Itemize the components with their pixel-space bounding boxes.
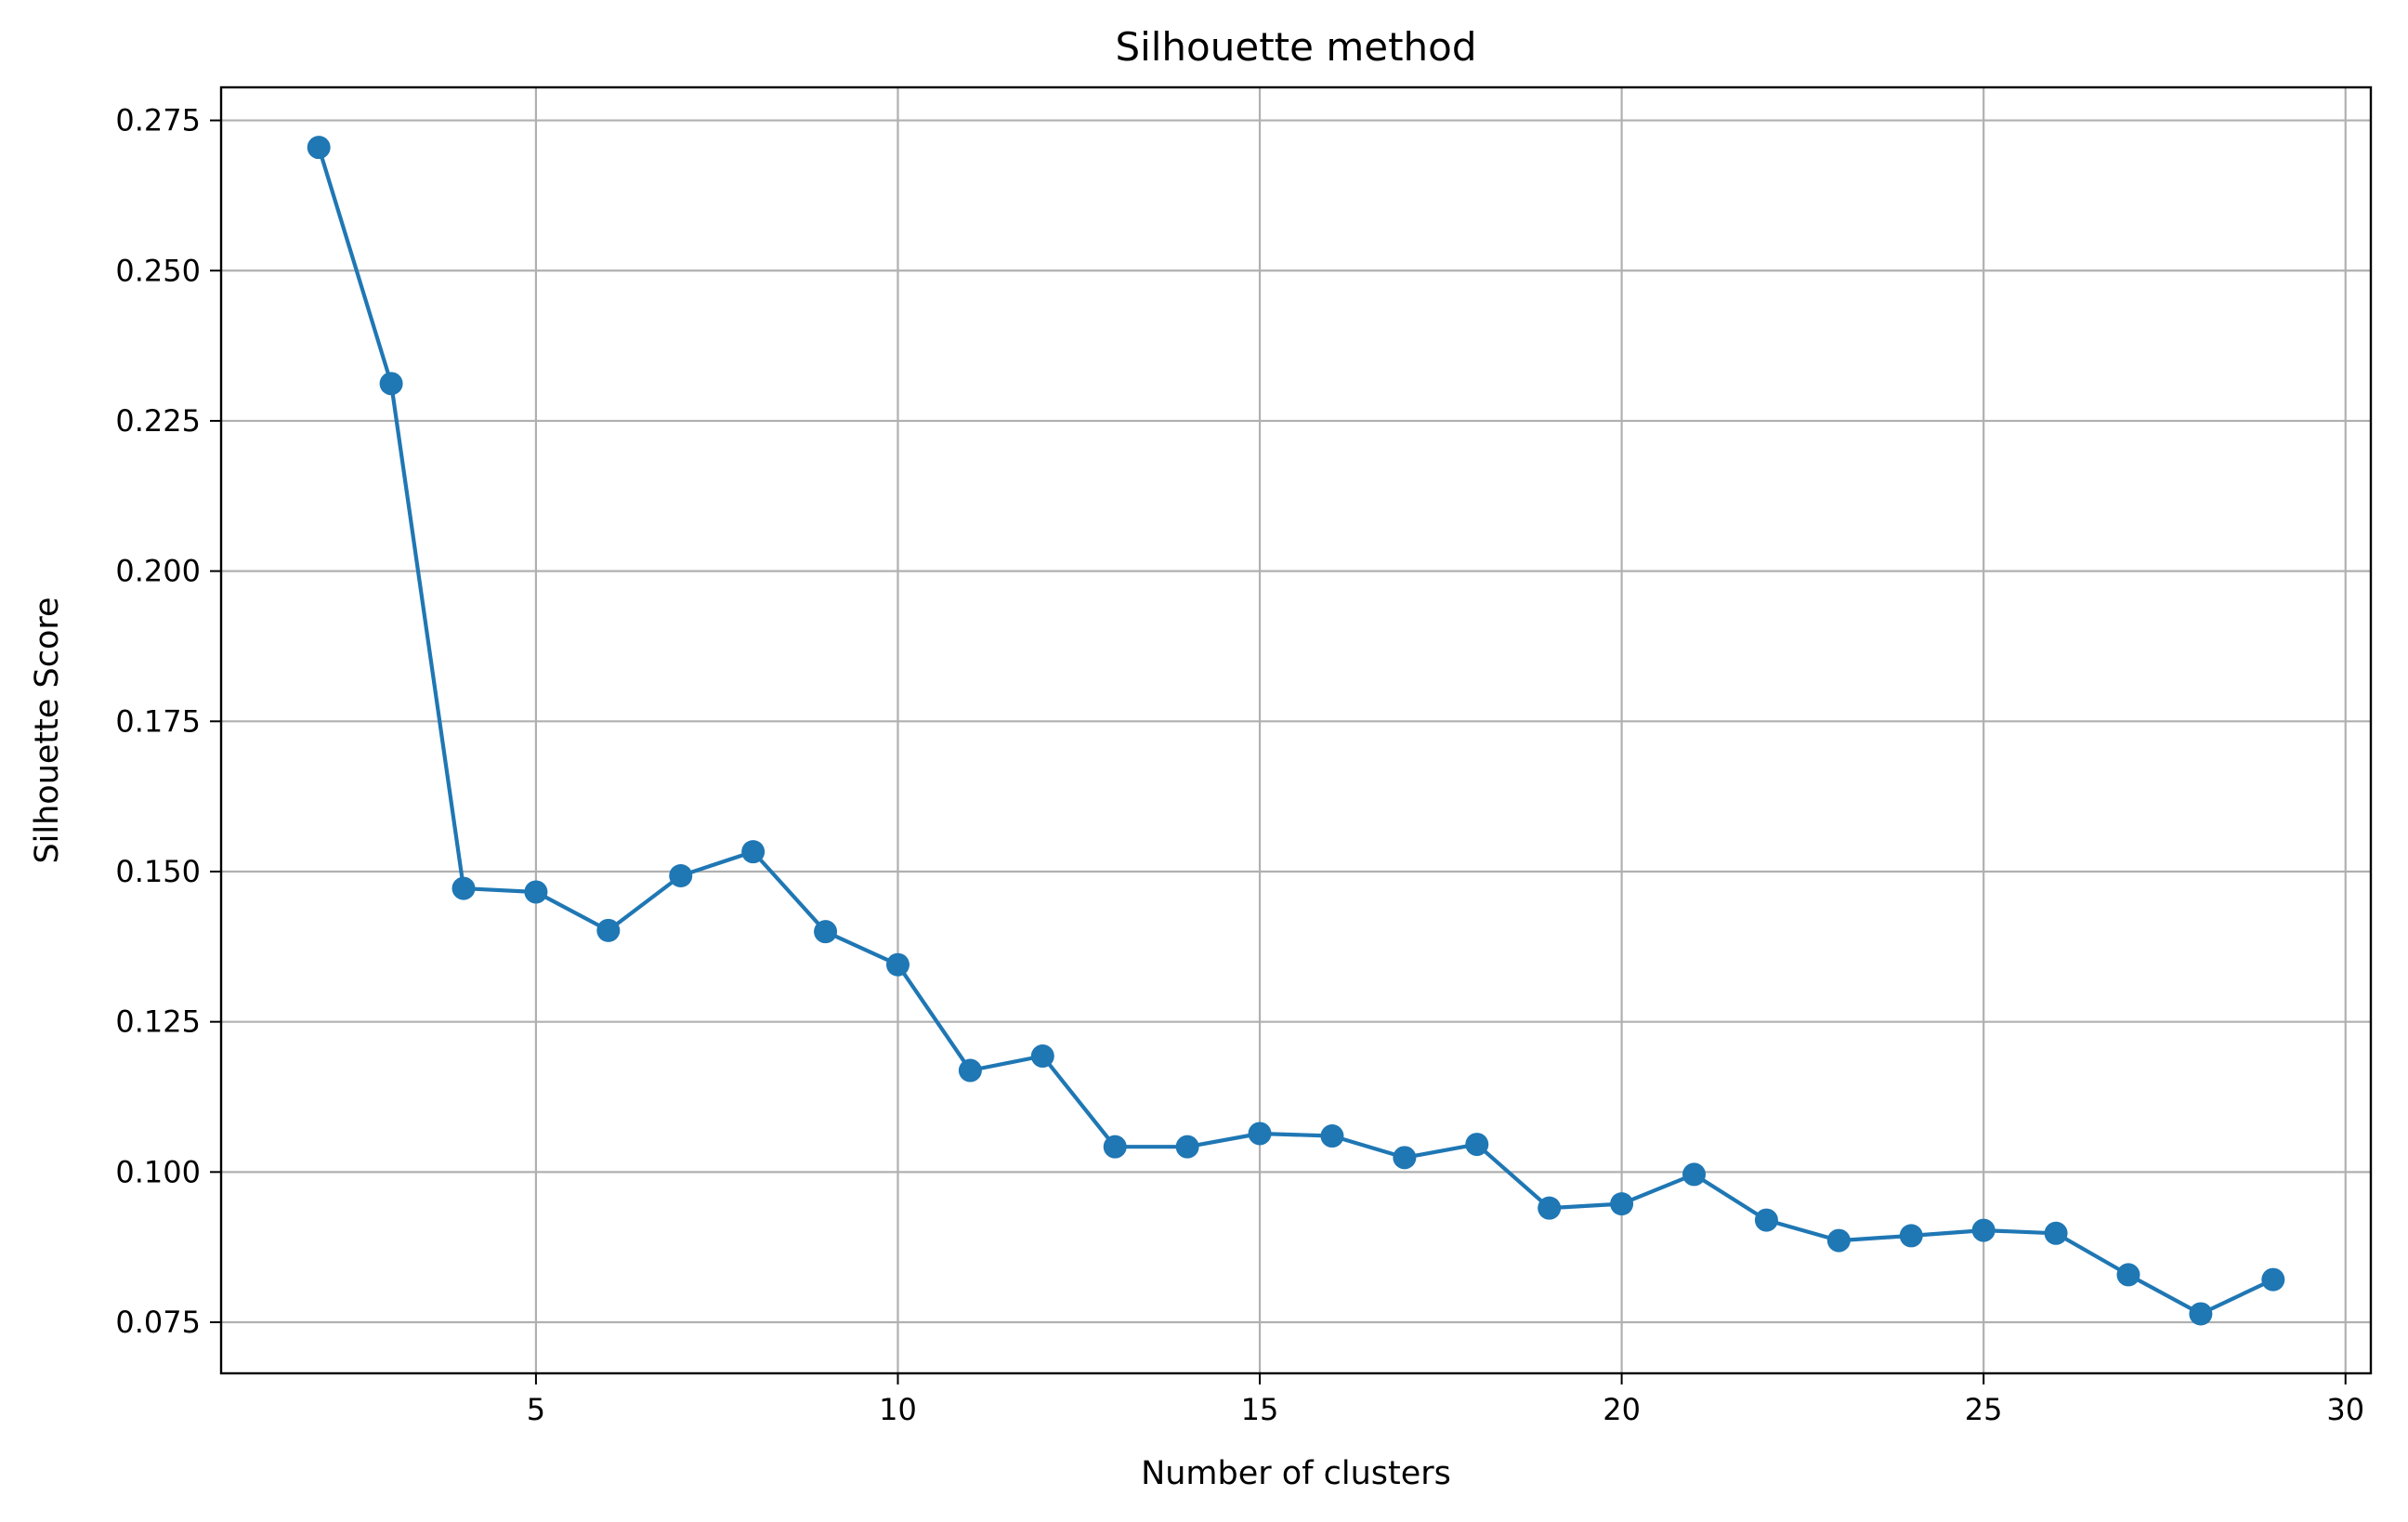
y-axis-ticks: 0.075 0.100 0.125 0.150 0.175 0.200 0.225 0.250… (115, 103, 221, 1340)
y-tick-label: 0.200 (115, 554, 201, 589)
chart-title: Silhouette method (1115, 24, 1476, 70)
data-point (2261, 1267, 2285, 1292)
data-point (2116, 1263, 2140, 1287)
data-point (1754, 1208, 1778, 1232)
data-point (958, 1058, 982, 1082)
data-point (1465, 1133, 1489, 1157)
y-tick-label: 0.125 (115, 1004, 201, 1040)
x-tick-label: 5 (527, 1392, 545, 1427)
y-tick-label: 0.150 (115, 854, 201, 889)
y-tick-label: 0.250 (115, 253, 201, 288)
data-point (1899, 1224, 1923, 1248)
y-tick-label: 0.225 (115, 403, 201, 439)
series-line (317, 147, 2274, 1317)
data-point (1103, 1135, 1127, 1159)
data-point (1248, 1122, 1272, 1146)
data-point (1030, 1044, 1054, 1069)
data-point (814, 920, 838, 944)
y-axis-label: Silhouette Score (29, 597, 66, 863)
data-point (741, 840, 766, 864)
data-point (1538, 1196, 1562, 1220)
data-point (2189, 1302, 2213, 1326)
x-tick-label: 30 (2326, 1392, 2364, 1427)
data-point (1320, 1124, 1344, 1148)
data-point (452, 876, 476, 900)
data-point (379, 372, 403, 396)
data-point (669, 864, 693, 888)
plot-frame (219, 85, 2373, 1375)
y-tick-label: 0.100 (115, 1154, 201, 1189)
data-point (1682, 1162, 1707, 1187)
x-tick-label: 10 (879, 1392, 917, 1427)
series-silhouette (307, 136, 2285, 1326)
x-tick-label: 25 (1965, 1392, 2003, 1427)
grid-lines (221, 87, 2371, 1373)
x-axis-label: Number of clusters (1141, 1455, 1451, 1492)
y-tick-label: 0.075 (115, 1305, 201, 1340)
data-point (1175, 1135, 1199, 1159)
data-point (2044, 1221, 2068, 1245)
data-point (596, 918, 621, 942)
data-point (1393, 1146, 1417, 1170)
data-point (885, 952, 910, 977)
data-point (307, 136, 331, 160)
y-tick-label: 0.175 (115, 703, 201, 739)
data-point (524, 880, 548, 904)
data-point (1971, 1218, 1996, 1242)
y-tick-label: 0.275 (115, 103, 201, 138)
x-tick-label: 15 (1241, 1392, 1279, 1427)
x-tick-label: 20 (1603, 1392, 1641, 1427)
data-point (1610, 1192, 1634, 1216)
x-axis-ticks: 5 10 15 20 25 30 (527, 1373, 2364, 1427)
data-point (1826, 1228, 1851, 1253)
